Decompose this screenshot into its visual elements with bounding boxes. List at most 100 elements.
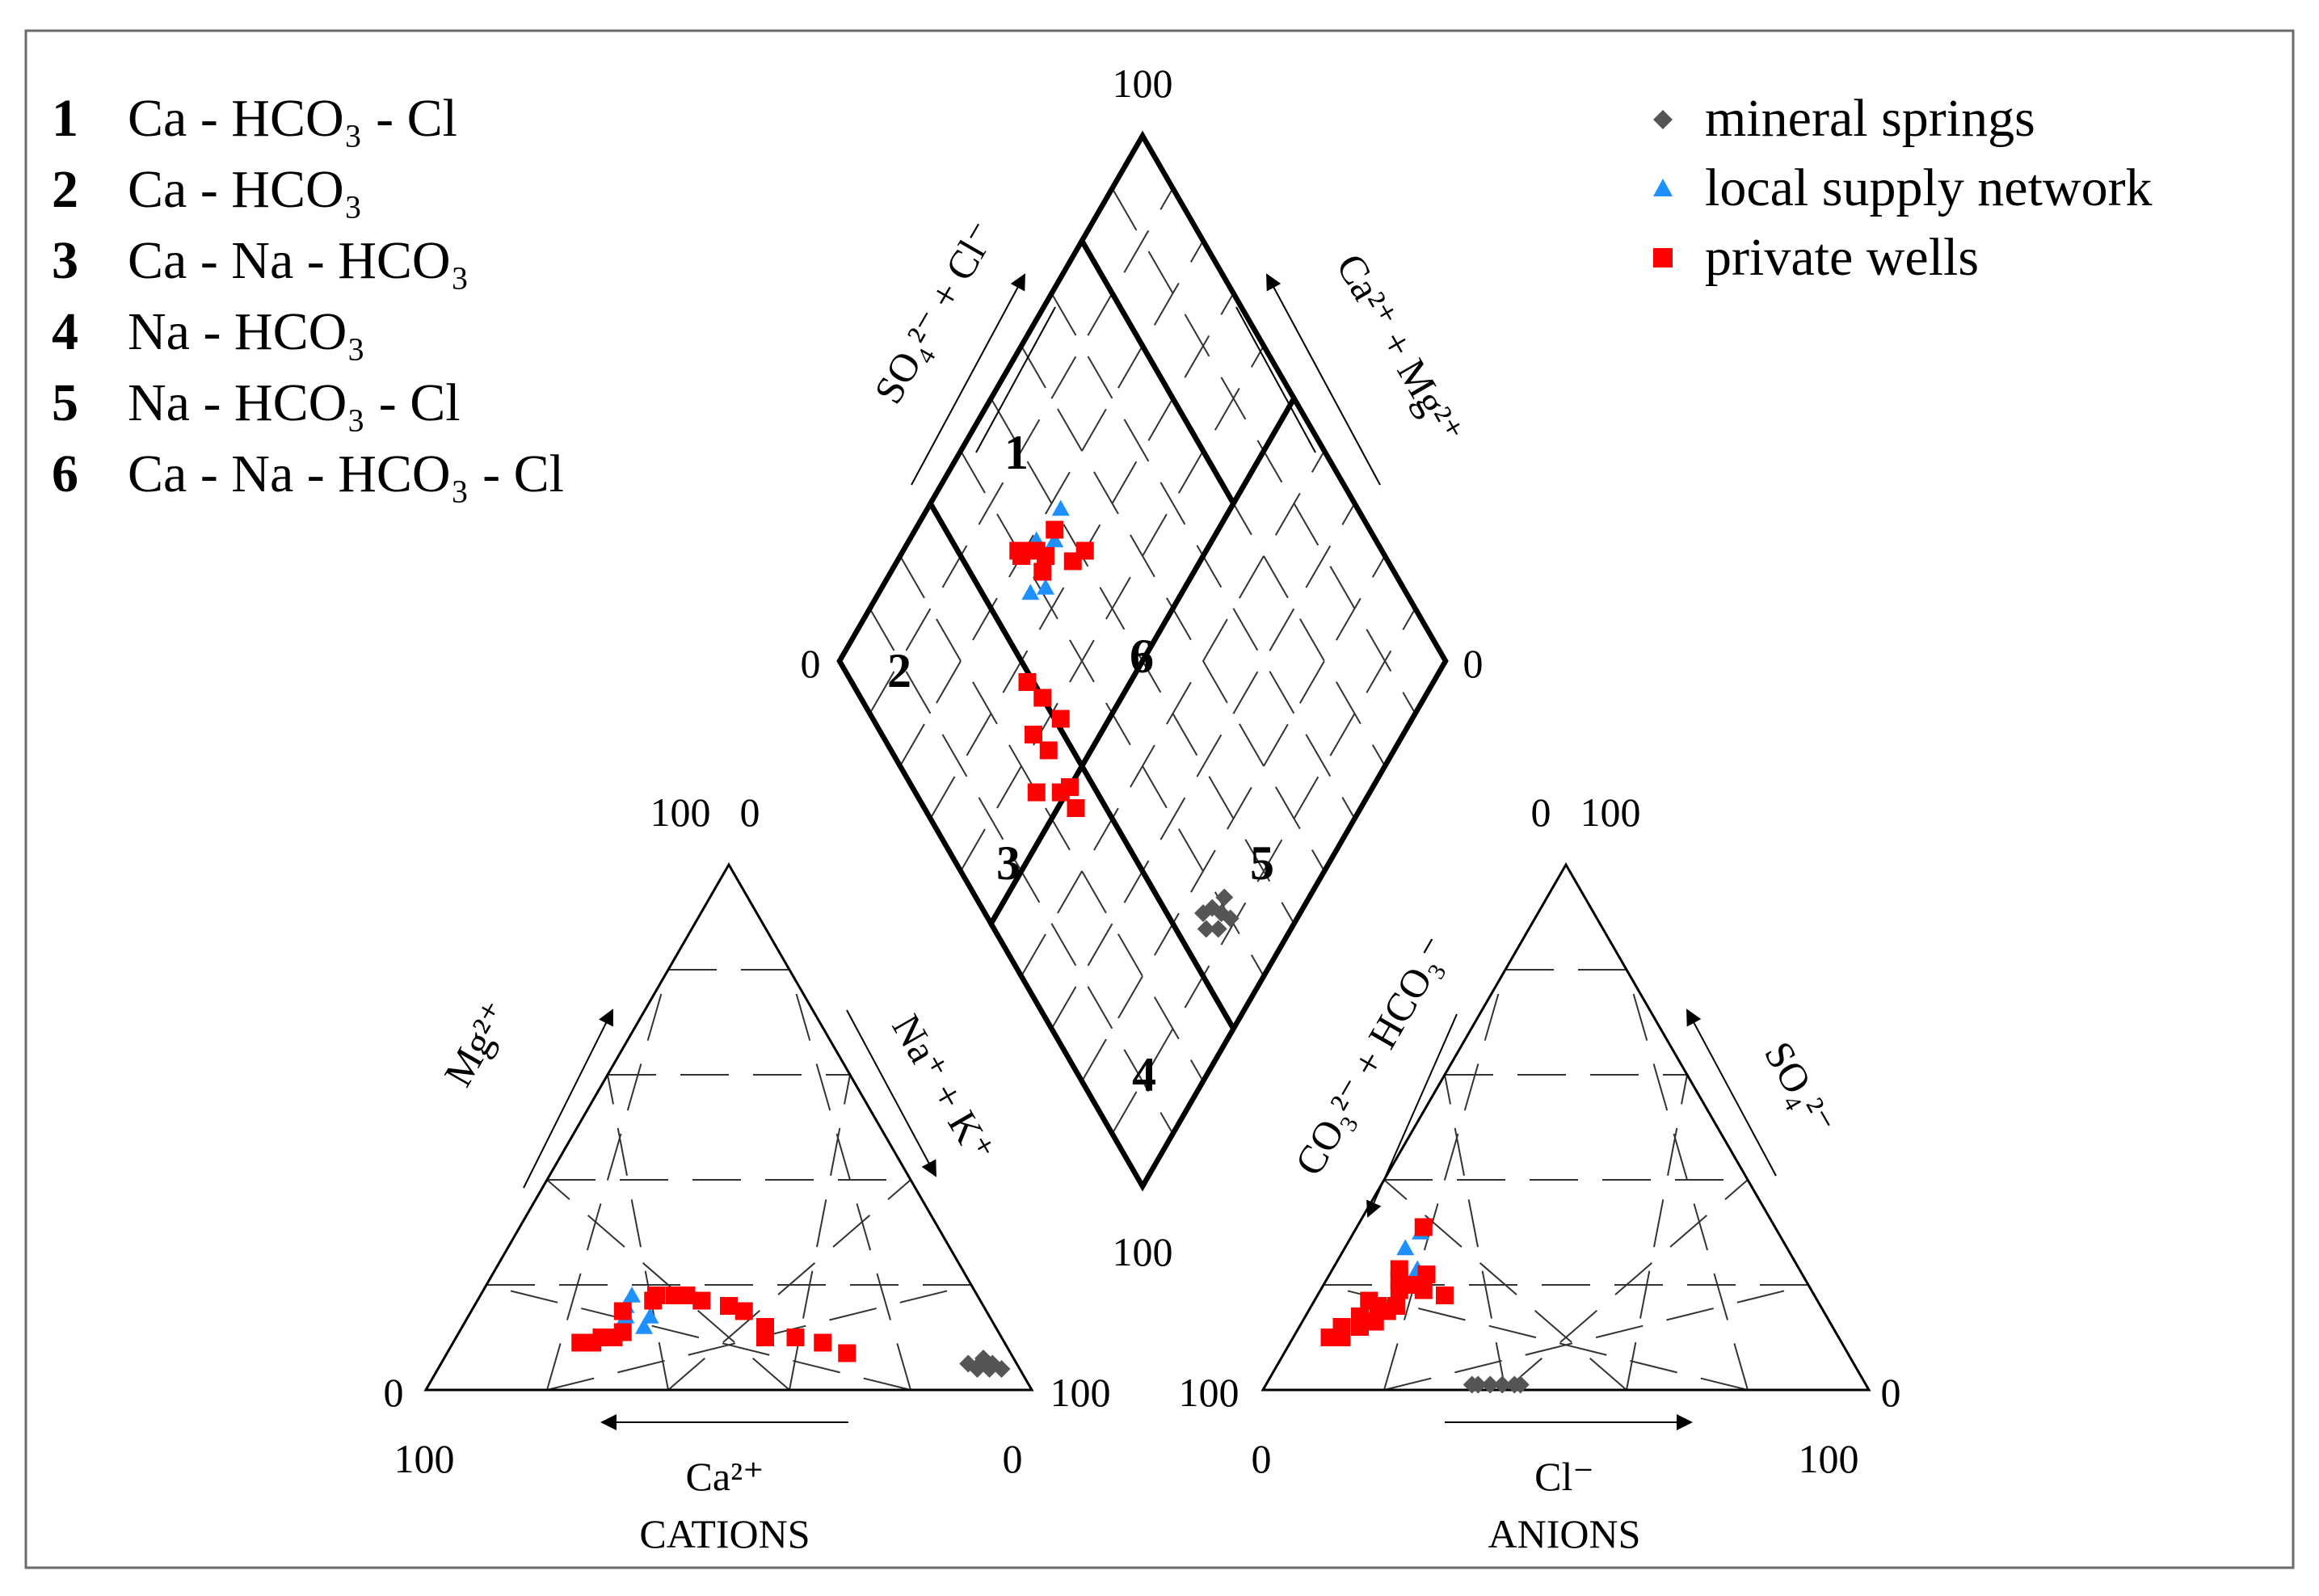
grid-line xyxy=(546,1179,790,1391)
anion-triangle xyxy=(1323,969,1809,1391)
water-type-label: Ca - HCO₃ - Cl xyxy=(128,89,457,148)
water-type-legend: 1 Ca - HCO₃ - Cl 2 Ca - HCO₃ 3 Ca - Na -… xyxy=(52,89,564,503)
anion-point-private-wells xyxy=(1378,1302,1396,1320)
diamond-point-private-wells xyxy=(1025,726,1042,743)
grid-line xyxy=(546,969,669,1391)
grid-line xyxy=(1111,608,1416,1135)
cation-tick-apex-left: 100 xyxy=(650,790,711,835)
cation-point-local-supply-network xyxy=(635,1318,653,1334)
water-type-number: 3 xyxy=(52,231,78,290)
anion-point-private-wells xyxy=(1414,1218,1433,1236)
cation-axis-title-bottom: Ca²⁺ xyxy=(686,1454,764,1499)
water-type-number: 5 xyxy=(52,373,78,432)
legend-label-local-supply-network: local supply network xyxy=(1705,158,2153,217)
anion-point-private-wells xyxy=(1360,1291,1378,1310)
zone-label-3: 3 xyxy=(996,836,1021,890)
cation-left-arrow xyxy=(523,1009,613,1189)
diamond-left-arrow xyxy=(911,273,1025,486)
cation-point-private-wells xyxy=(692,1291,711,1310)
diamond-point-private-wells xyxy=(1039,741,1058,760)
cation-point-local-supply-network xyxy=(623,1286,641,1303)
zone-label-1: 1 xyxy=(1004,426,1029,479)
cation-point-private-wells xyxy=(838,1344,856,1362)
zone-labels: 1 2 6 3 5 4 xyxy=(887,426,1274,1101)
cation-point-private-wells xyxy=(644,1291,663,1310)
cation-point-private-wells xyxy=(613,1323,632,1341)
anion-point-mineral-springs xyxy=(1493,1375,1512,1394)
diamond-point-private-wells xyxy=(1033,562,1052,581)
water-type-label: Na - HCO₃ xyxy=(128,302,365,361)
series-legend: mineral springs local supply network pri… xyxy=(1653,89,2153,287)
cation-point-private-wells xyxy=(786,1329,805,1346)
cation-point-mineral-springs xyxy=(974,1350,992,1367)
water-type-label: Ca - Na - HCO₃ - Cl xyxy=(128,444,564,503)
diamond-point-private-wells xyxy=(1027,783,1046,802)
cation-right-arrow xyxy=(846,1009,936,1177)
anion-title: ANIONS xyxy=(1488,1511,1641,1556)
anion-tick-apex-left: 0 xyxy=(1531,790,1551,835)
cation-point-private-wells xyxy=(814,1333,832,1352)
grid-line xyxy=(1383,1179,1627,1391)
grid-line xyxy=(869,187,1174,714)
grid-line xyxy=(607,1074,669,1391)
cation-point-private-wells xyxy=(613,1302,632,1320)
diamond-point-private-wells xyxy=(1046,520,1064,539)
anion-tick-bottom-right: 100 xyxy=(1799,1436,1859,1481)
grid-line xyxy=(789,1074,851,1391)
diamond-tick-left: 0 xyxy=(801,641,821,686)
cation-tick-bottom-right: 0 xyxy=(1003,1436,1023,1481)
diamond-point-local-supply-network xyxy=(1037,579,1054,595)
diamond-point-private-wells xyxy=(1027,541,1046,560)
grid-line xyxy=(1626,1074,1688,1391)
diamond-point-private-wells xyxy=(1061,778,1079,796)
diamond-left-guide xyxy=(975,306,1056,453)
data-markers xyxy=(571,499,1530,1394)
grid-line xyxy=(1081,555,1386,1082)
zone-label-2: 2 xyxy=(887,644,911,697)
legend-marker-local-supply-network xyxy=(1653,179,1673,196)
anion-point-local-supply-network xyxy=(1396,1239,1415,1256)
anion-right-arrow xyxy=(1686,1009,1777,1177)
anion-axis-title-bottom: Cl⁻ xyxy=(1534,1454,1594,1499)
anion-point-mineral-springs xyxy=(1481,1375,1500,1394)
figure-frame xyxy=(24,29,2295,1569)
anion-left-arrow xyxy=(1366,1013,1458,1218)
tick-labels: 100 0 0 100 100 0 0 100 100 0 0 100 100 … xyxy=(384,61,1901,1481)
legend-marker-private-wells xyxy=(1653,248,1673,267)
diamond-point-private-wells xyxy=(1033,689,1052,707)
water-type-4: 4 Na - HCO₃ xyxy=(52,302,365,361)
diamond-point-local-supply-network xyxy=(1046,531,1064,548)
diamond-point-private-wells xyxy=(1067,799,1085,817)
grid-line xyxy=(486,1284,911,1391)
grid-line xyxy=(667,1179,911,1391)
grid-line xyxy=(1626,969,1749,1391)
cation-tick-right-corner: 100 xyxy=(1050,1370,1111,1415)
cation-triangle-outline xyxy=(423,861,1034,1392)
diamond-tick-top: 100 xyxy=(1113,61,1173,106)
water-type-2: 2 Ca - HCO₃ xyxy=(52,160,363,219)
water-type-label: Na - HCO₃ - Cl xyxy=(128,373,461,432)
water-type-number: 1 xyxy=(52,89,78,148)
cation-title: CATIONS xyxy=(639,1511,810,1556)
zone-boundary xyxy=(987,760,1237,1192)
anion-point-private-wells xyxy=(1332,1329,1351,1346)
grid-line xyxy=(1021,450,1325,977)
legend-label-private-wells: private wells xyxy=(1705,228,1979,287)
cation-point-local-supply-network xyxy=(641,1308,659,1324)
diamond-tick-right: 0 xyxy=(1463,641,1484,686)
diamond-point-mineral-springs xyxy=(1209,920,1227,938)
anion-point-mineral-springs xyxy=(1511,1375,1530,1394)
diamond-point-local-supply-network xyxy=(1051,499,1070,516)
cation-point-mineral-springs xyxy=(959,1354,978,1373)
diamond-point-mineral-springs xyxy=(1197,920,1215,938)
grid-line xyxy=(899,240,1204,767)
anion-tick-left-corner: 100 xyxy=(1179,1370,1239,1415)
water-type-number: 4 xyxy=(52,302,78,361)
legend-label-mineral-springs: mineral springs xyxy=(1705,89,2035,148)
cation-tick-left-corner: 0 xyxy=(384,1370,404,1415)
water-type-1: 1 Ca - HCO₃ - Cl xyxy=(52,89,457,148)
cation-tick-apex-right: 0 xyxy=(740,790,760,835)
zone-label-6: 6 xyxy=(1130,630,1154,683)
diamond-point-private-wells xyxy=(1012,547,1030,565)
